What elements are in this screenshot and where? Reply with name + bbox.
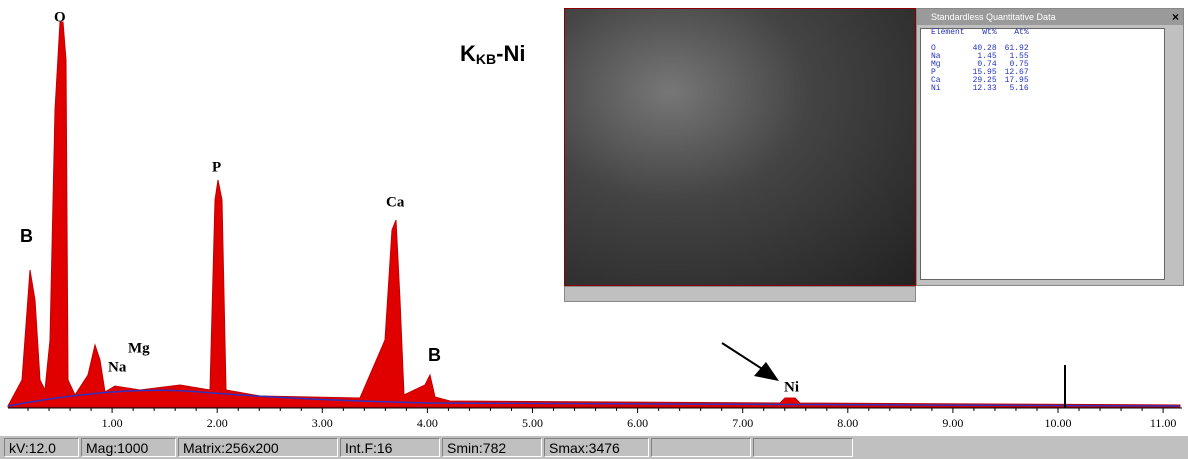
table-cell: O — [923, 45, 969, 53]
header-cell: Wt% — [969, 29, 1001, 37]
table-cell: 5.16 — [1001, 85, 1033, 93]
x-tick-label: 10.00 — [1045, 416, 1072, 430]
status-cell: Int.F:16 — [340, 438, 440, 457]
image-toolbar — [564, 286, 916, 302]
title: KKB-Ni — [460, 41, 525, 67]
window-title-bar: Standardless Quantitative Data × — [917, 9, 1183, 25]
peak-label: B — [428, 345, 441, 365]
status-cell: Smax:3476 — [544, 438, 649, 457]
peak-label: B — [20, 226, 33, 246]
x-tick-label: 11.00 — [1150, 416, 1177, 430]
arrow-head — [754, 362, 779, 381]
table-cell: Ni — [923, 85, 969, 93]
screenshot: KKB-Ni O B Na Mg P Ca B Ni 1.00 2.00 3.00 4… — [0, 0, 1188, 459]
title-main: K — [460, 41, 476, 66]
table-cell: Mg — [923, 61, 969, 69]
x-tick-label: 2.00 — [207, 416, 228, 430]
x-tick-label: 1.00 — [102, 416, 123, 430]
peak-label: O — [54, 9, 66, 25]
x-tick-label: 6.00 — [627, 416, 648, 430]
close-button[interactable]: × — [1172, 9, 1179, 25]
status-cell — [753, 438, 853, 457]
x-tick-label: 8.00 — [837, 416, 858, 430]
peak-label: Mg — [128, 340, 150, 356]
peak-label: Na — [108, 359, 127, 375]
table-cell: P — [923, 69, 969, 77]
header-cell: At% — [1001, 29, 1033, 37]
window-title: Standardless Quantitative Data — [931, 12, 1056, 22]
x-tick-label: 4.00 — [417, 416, 438, 430]
x-tick-label: 9.00 — [942, 416, 963, 430]
status-cell: Matrix:256x200 — [178, 438, 338, 457]
sem-image — [564, 8, 916, 286]
peak-label: P — [212, 159, 221, 175]
table-cell: Ca — [923, 77, 969, 85]
x-tick-label: 3.00 — [312, 416, 333, 430]
table-cell: Na — [923, 53, 969, 61]
status-cell: Smin:782 — [442, 438, 542, 457]
status-cell: Mag:1000 — [81, 438, 176, 457]
table-cell: 12.33 — [969, 85, 1001, 93]
status-cell — [651, 438, 751, 457]
header-cell: Element — [923, 29, 969, 37]
peak-label: Ca — [386, 194, 405, 210]
x-tick-label: 7.00 — [732, 416, 753, 430]
title-sub: KB — [476, 51, 496, 67]
x-tick-label: 5.00 — [522, 416, 543, 430]
peak-label: Ni — [784, 379, 799, 395]
title-suffix: -Ni — [496, 41, 525, 66]
status-cell: kV:12.0 — [4, 438, 79, 457]
